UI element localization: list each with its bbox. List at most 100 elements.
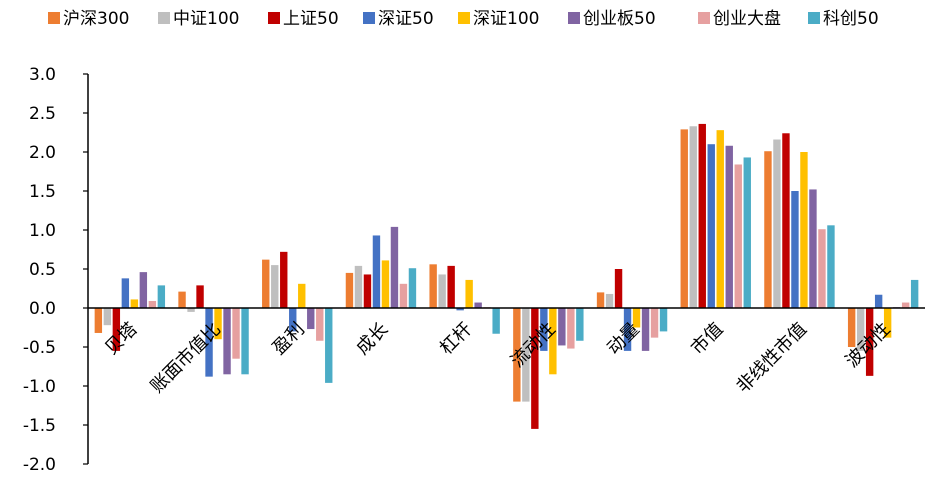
bar-2-0 [262, 259, 270, 308]
y-tick-label: 0.0 [29, 299, 56, 319]
bar-4-0 [429, 264, 437, 308]
bar-4-3 [456, 308, 464, 311]
bar-0-1 [103, 308, 112, 326]
bar-1-3 [205, 308, 213, 377]
bar-1-4 [214, 308, 222, 340]
bars-group [94, 123, 919, 429]
legend-swatch [808, 12, 820, 24]
bar-7-7 [743, 157, 751, 308]
bar-2-2 [280, 251, 288, 308]
bar-4-5 [474, 302, 482, 308]
bar-1-2 [196, 285, 204, 308]
bar-5-5 [558, 308, 566, 346]
bar-1-5 [223, 308, 231, 375]
y-tick-label: 2.5 [29, 104, 56, 124]
bar-5-0 [513, 308, 521, 402]
bar-8-0 [764, 151, 772, 308]
bar-7-5 [725, 145, 733, 308]
bar-4-1 [438, 274, 446, 308]
bar-7-6 [734, 164, 742, 308]
legend-item-0: 沪深300 [48, 9, 129, 29]
legend-item-3: 深证50 [363, 9, 434, 29]
bar-7-3 [707, 144, 715, 308]
legend-swatch [268, 12, 280, 24]
y-tick-label: 0.5 [29, 260, 56, 280]
bar-8-4 [800, 152, 808, 308]
bar-1-0 [178, 291, 186, 308]
bar-9-2 [865, 308, 874, 376]
legend-item-5: 创业板50 [568, 9, 656, 29]
bar-4-4 [465, 279, 473, 308]
bar-0-6 [148, 300, 157, 308]
bar-5-3 [540, 308, 548, 351]
bar-9-0 [847, 308, 856, 347]
bar-0-7 [157, 285, 166, 308]
legend-item-7: 科创50 [808, 9, 879, 29]
bar-8-3 [791, 191, 799, 308]
bar-2-6 [316, 308, 324, 341]
bar-3-6 [399, 283, 408, 308]
category-label: 成长 [352, 319, 392, 359]
bar-2-4 [298, 283, 306, 308]
chart-legend: 沪深300 中证100 上证50 深证50 深证100 创业板50 创业大盘 科创50 [48, 9, 879, 29]
bar-1-1 [187, 308, 195, 312]
bar-6-0 [596, 292, 605, 308]
bar-7-1 [689, 126, 697, 308]
legend-swatch [698, 12, 710, 24]
bar-3-3 [372, 235, 381, 308]
bar-7-0 [680, 129, 688, 308]
y-tick-label: -1.0 [23, 377, 56, 397]
y-tick-label: 3.0 [29, 65, 56, 85]
bar-9-3 [874, 294, 883, 308]
category-label: 市值 [687, 319, 727, 359]
bar-6-3 [623, 308, 632, 351]
bar-0-5 [139, 272, 148, 308]
bar-9-1 [856, 308, 865, 351]
bar-3-5 [390, 226, 399, 308]
legend-label: 上证50 [283, 9, 339, 29]
legend-swatch [158, 12, 170, 24]
bar-6-5 [641, 308, 650, 351]
bar-3-2 [363, 274, 372, 308]
bar-5-6 [567, 308, 575, 349]
legend-item-6: 创业大盘 [698, 9, 781, 29]
legend-label: 科创50 [823, 9, 879, 29]
bar-3-4 [381, 260, 390, 308]
category-label: 非线性市值 [733, 319, 811, 397]
bar-2-7 [325, 308, 333, 383]
bar-9-6 [901, 302, 910, 308]
bar-8-5 [809, 189, 817, 308]
bar-1-7 [241, 308, 249, 375]
bar-6-1 [605, 293, 614, 308]
legend-label: 创业板50 [583, 9, 656, 29]
bar-3-0 [345, 272, 354, 308]
bar-4-2 [447, 265, 455, 308]
bar-9-7 [910, 279, 919, 308]
bar-7-2 [698, 123, 706, 308]
legend-swatch [568, 12, 580, 24]
bar-8-2 [782, 133, 790, 308]
bar-3-7 [408, 268, 417, 308]
legend-item-1: 中证100 [158, 9, 239, 29]
bar-3-1 [354, 265, 363, 308]
category-label: 盈利 [269, 319, 309, 359]
bar-5-4 [549, 308, 557, 375]
bar-5-2 [531, 308, 539, 429]
bar-6-2 [614, 269, 623, 308]
legend-label: 创业大盘 [713, 9, 781, 29]
bar-0-3 [121, 278, 130, 308]
legend-item-2: 上证50 [268, 9, 339, 29]
y-tick-label: -1.5 [23, 416, 56, 436]
bar-4-7 [492, 308, 500, 334]
bar-2-1 [271, 265, 279, 308]
bar-2-5 [307, 308, 315, 330]
bar-6-7 [659, 308, 668, 332]
bar-1-6 [232, 308, 240, 359]
y-tick-label: 1.5 [29, 182, 56, 202]
category-label: 账面市值比 [147, 319, 225, 397]
y-tick-label: -0.5 [23, 338, 56, 358]
legend-swatch [363, 12, 375, 24]
legend-label: 沪深300 [63, 9, 129, 29]
bar-5-7 [576, 308, 584, 341]
